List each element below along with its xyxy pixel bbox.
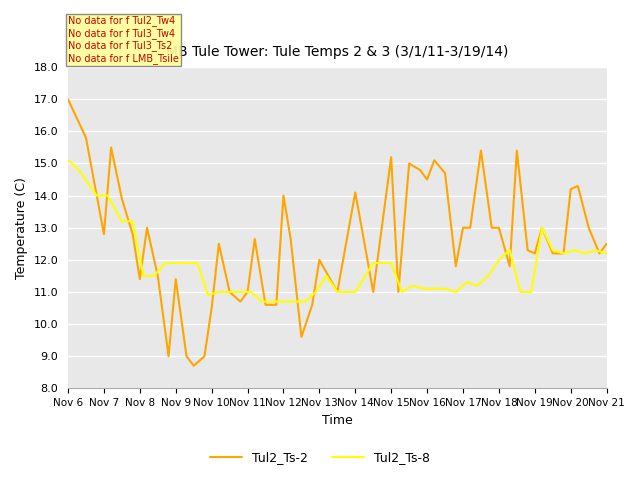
Tul2_Ts-8 [75,167,83,173]
Tul2_Ts-8 [323,273,330,279]
Tul2_Ts-8 [118,218,125,224]
Tul2_Ts-8 [420,286,428,292]
Text: No data for f Tul2_Tw4
No data for f Tul3_Tw4
No data for f Tul3_Ts2
No data for: No data for f Tul2_Tw4 No data for f Tul… [68,15,179,64]
X-axis label: Time: Time [322,414,353,427]
Tul2_Ts-8 [93,193,100,199]
Tul2_Ts-8 [129,218,136,224]
Tul2_Ts-8 [351,289,359,295]
Tul2_Ts-8 [592,247,600,253]
Tul2_Ts-2 [596,251,604,256]
Legend: Tul2_Ts-2, Tul2_Ts-8: Tul2_Ts-2, Tul2_Ts-8 [205,446,435,469]
Tul2_Ts-2 [273,302,280,308]
Tul2_Ts-8 [474,283,481,288]
Tul2_Ts-8 [161,260,169,266]
Tul2_Ts-8 [215,289,223,295]
Tul2_Ts-8 [301,299,309,304]
Tul2_Ts-2 [560,251,568,256]
Tul2_Ts-8 [140,273,147,279]
Tul2_Ts-8 [409,283,417,288]
Tul2_Ts-8 [204,292,212,298]
Tul2_Ts-8 [581,251,589,256]
Tul2_Ts-8 [291,299,298,304]
Tul2_Ts-8 [484,273,492,279]
Tul2_Ts-8 [193,260,201,266]
Tul2_Ts-8 [269,299,276,304]
Tul2_Ts-8 [104,193,111,199]
Line: Tul2_Ts-2: Tul2_Ts-2 [68,99,607,366]
Tul2_Ts-8 [387,260,395,266]
Tul2_Ts-8 [247,289,255,295]
Tul2_Ts-8 [182,260,190,266]
Y-axis label: Temperature (C): Temperature (C) [15,177,28,279]
Tul2_Ts-8 [398,289,406,295]
Title: MB Tule Tower: Tule Temps 2 & 3 (3/1/11-3/19/14): MB Tule Tower: Tule Temps 2 & 3 (3/1/11-… [166,45,509,59]
Tul2_Ts-8 [226,289,234,295]
Tul2_Ts-8 [560,251,568,256]
Tul2_Ts-8 [312,289,319,295]
Tul2_Ts-8 [280,299,287,304]
Tul2_Ts-2 [136,276,144,282]
Tul2_Ts-8 [237,289,244,295]
Tul2_Ts-8 [538,225,546,230]
Tul2_Ts-2 [64,96,72,102]
Tul2_Ts-8 [549,247,557,253]
Tul2_Ts-8 [463,279,470,285]
Tul2_Ts-2 [172,276,180,282]
Tul2_Ts-8 [506,247,513,253]
Tul2_Ts-8 [369,260,377,266]
Tul2_Ts-8 [570,247,578,253]
Tul2_Ts-8 [258,299,266,304]
Tul2_Ts-8 [150,273,158,279]
Line: Tul2_Ts-8: Tul2_Ts-8 [68,160,607,301]
Tul2_Ts-8 [431,286,438,292]
Tul2_Ts-2 [190,363,198,369]
Tul2_Ts-8 [603,251,611,256]
Tul2_Ts-8 [516,289,524,295]
Tul2_Ts-2 [208,305,216,311]
Tul2_Ts-8 [452,289,460,295]
Tul2_Ts-8 [333,289,341,295]
Tul2_Ts-8 [64,157,72,163]
Tul2_Ts-8 [172,260,180,266]
Tul2_Ts-8 [441,286,449,292]
Tul2_Ts-8 [527,289,535,295]
Tul2_Ts-8 [495,257,503,263]
Tul2_Ts-2 [603,241,611,247]
